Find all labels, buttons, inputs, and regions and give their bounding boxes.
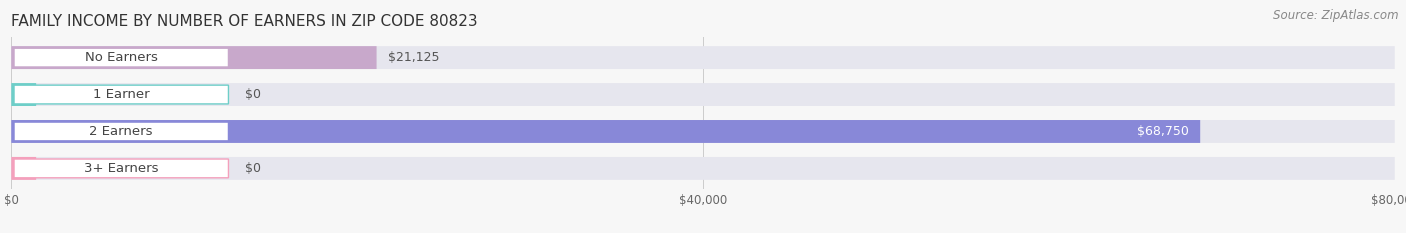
FancyBboxPatch shape	[11, 46, 1395, 69]
Text: $68,750: $68,750	[1137, 125, 1189, 138]
FancyBboxPatch shape	[11, 120, 1201, 143]
FancyBboxPatch shape	[11, 157, 37, 180]
Text: 3+ Earners: 3+ Earners	[84, 162, 159, 175]
FancyBboxPatch shape	[11, 83, 1395, 106]
FancyBboxPatch shape	[14, 122, 228, 141]
Text: 1 Earner: 1 Earner	[93, 88, 149, 101]
FancyBboxPatch shape	[11, 83, 37, 106]
FancyBboxPatch shape	[11, 157, 1395, 180]
Text: $0: $0	[245, 88, 262, 101]
Text: $0: $0	[245, 162, 262, 175]
FancyBboxPatch shape	[14, 159, 228, 178]
Text: Source: ZipAtlas.com: Source: ZipAtlas.com	[1274, 9, 1399, 22]
Text: FAMILY INCOME BY NUMBER OF EARNERS IN ZIP CODE 80823: FAMILY INCOME BY NUMBER OF EARNERS IN ZI…	[11, 14, 478, 29]
FancyBboxPatch shape	[14, 48, 228, 67]
FancyBboxPatch shape	[11, 46, 377, 69]
Text: 2 Earners: 2 Earners	[90, 125, 153, 138]
FancyBboxPatch shape	[11, 120, 1395, 143]
Text: $21,125: $21,125	[388, 51, 439, 64]
FancyBboxPatch shape	[14, 85, 228, 104]
Text: No Earners: No Earners	[84, 51, 157, 64]
